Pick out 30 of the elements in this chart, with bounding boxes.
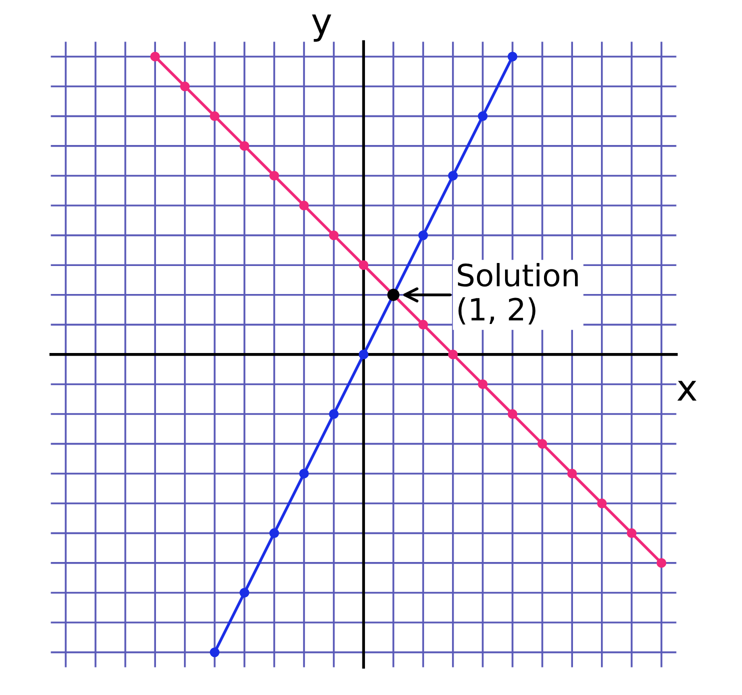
x-axis-title: x <box>677 380 697 401</box>
point <box>567 468 577 478</box>
point <box>299 468 309 478</box>
point <box>626 528 637 538</box>
point <box>478 379 488 390</box>
point <box>448 170 458 181</box>
point <box>240 141 250 151</box>
point <box>328 230 339 240</box>
point <box>328 409 339 419</box>
point <box>418 320 428 330</box>
point <box>358 260 368 270</box>
point <box>508 52 518 62</box>
point <box>299 200 309 210</box>
annotation: Solution (1, 2) <box>458 262 578 324</box>
point <box>597 498 607 508</box>
point <box>478 111 488 122</box>
point <box>448 350 458 360</box>
point <box>240 588 250 598</box>
point <box>537 438 548 449</box>
point <box>150 52 160 62</box>
point <box>508 409 518 419</box>
point <box>269 528 280 538</box>
point <box>358 350 368 360</box>
point <box>656 558 666 568</box>
point <box>269 170 280 181</box>
point <box>210 647 220 658</box>
point <box>418 230 428 240</box>
point <box>210 111 220 122</box>
y-axis-title: y <box>312 14 332 42</box>
point <box>180 82 190 92</box>
